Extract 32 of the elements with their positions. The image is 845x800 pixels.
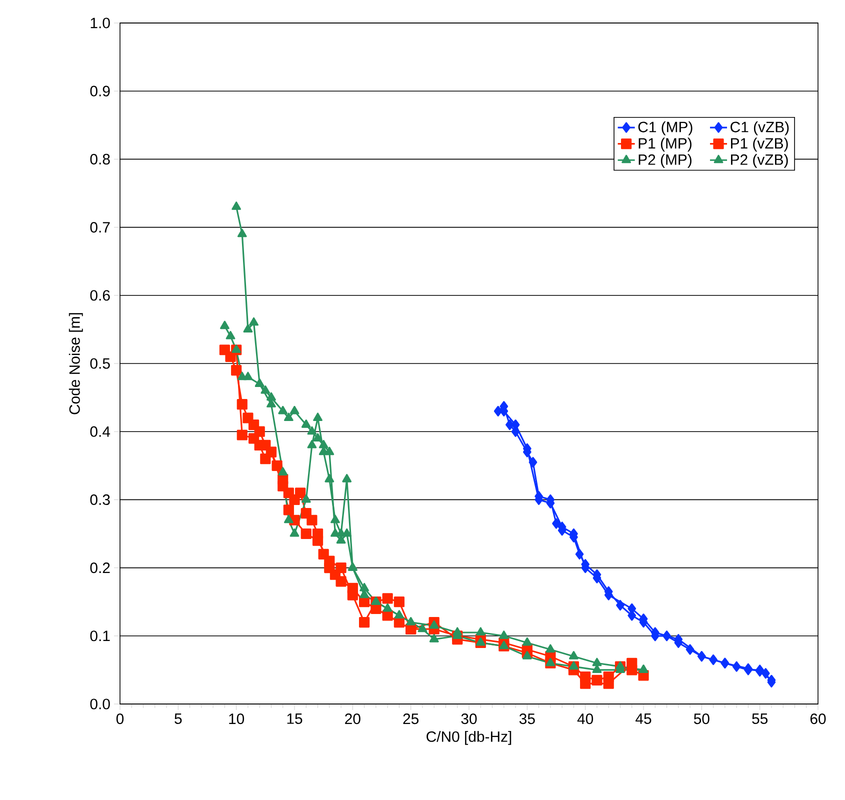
y-tick-label: 0.3 <box>90 494 110 505</box>
x-tick-label: 20 <box>345 714 360 724</box>
y-tick-label: 0.9 <box>90 86 110 96</box>
x-tick-label: 25 <box>403 714 419 724</box>
x-tick-label: 55 <box>752 714 768 724</box>
y-axis-title: Code Noise [m] <box>68 313 83 414</box>
y-tick-label: 0.1 <box>90 630 110 642</box>
x-tick-label: 50 <box>694 714 710 724</box>
x-axis-title: C/N0 [db-Hz] <box>426 730 512 745</box>
x-tick-label: 0 <box>116 714 124 724</box>
legend-label: P1 (vZB) <box>731 138 788 152</box>
x-tick-label: 35 <box>519 714 535 724</box>
x-tick-label: 60 <box>810 714 826 724</box>
legend-label: P2 (vZB) <box>731 154 788 168</box>
x-tick-label: 10 <box>229 714 244 724</box>
legend-label: P1 (MP) <box>638 138 692 152</box>
x-tick-label: 5 <box>174 714 182 724</box>
legend-label: P2 (MP) <box>638 154 692 168</box>
y-tick-label: 0.5 <box>90 358 110 369</box>
legend-label: C1 (vZB) <box>730 121 789 136</box>
y-tick-label: 0.8 <box>90 154 110 164</box>
y-tick-label: 0.4 <box>90 426 110 437</box>
x-tick-label: 40 <box>577 714 594 724</box>
y-tick-label: 0.7 <box>90 222 110 233</box>
y-tick-label: 0.6 <box>90 290 110 301</box>
legend-label: C1 (MP) <box>638 121 692 136</box>
y-tick-label: 0.2 <box>90 562 110 574</box>
x-tick-label: 45 <box>636 714 652 724</box>
x-tick-label: 15 <box>287 714 302 724</box>
y-tick-label: 0.0 <box>90 698 110 710</box>
x-tick-label: 30 <box>461 714 477 724</box>
y-tick-label: 1.0 <box>90 18 110 28</box>
